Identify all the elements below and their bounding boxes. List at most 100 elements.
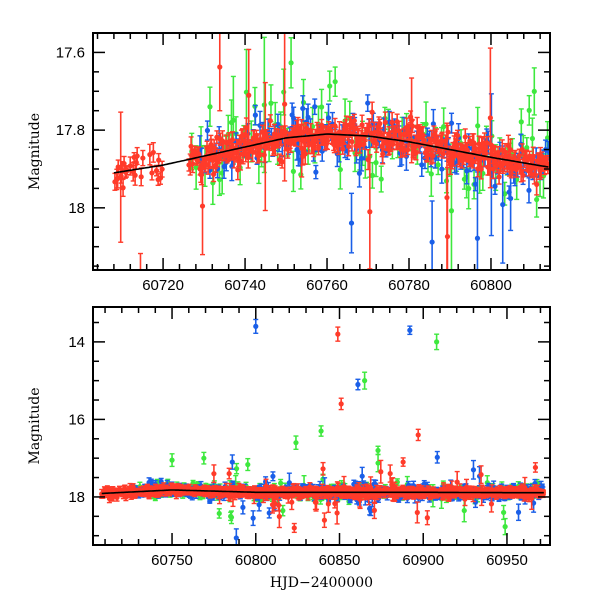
data-point-red: [132, 172, 138, 178]
data-point-green: [466, 185, 472, 192]
data-point-blue: [312, 104, 318, 110]
data-point-blue: [492, 183, 498, 189]
data-point-red: [190, 161, 196, 167]
data-point-green: [288, 60, 294, 66]
data-point-red: [153, 168, 160, 174]
data-point-green: [332, 79, 338, 85]
data-point-red: [159, 166, 165, 172]
data-point-red: [149, 170, 155, 176]
data-point-green: [461, 507, 467, 514]
data-point-blue: [448, 120, 455, 126]
data-point-blue: [356, 170, 363, 176]
x-tick-label: 60740: [224, 277, 266, 294]
data-point-red: [389, 119, 395, 125]
data-point-green: [434, 339, 440, 345]
data-point-blue: [429, 239, 435, 245]
data-point-green: [441, 124, 447, 130]
data-point-red: [534, 181, 540, 188]
data-point-green: [337, 166, 343, 173]
plot-area: [99, 318, 547, 545]
data-point-green: [201, 455, 207, 461]
data-point-red: [134, 153, 140, 159]
data-point-green: [544, 135, 550, 141]
data-point-green: [327, 83, 333, 89]
data-point-green: [169, 457, 175, 463]
data-point-green: [290, 168, 296, 174]
data-point-red: [120, 185, 126, 191]
data-point-red: [253, 132, 260, 138]
data-point-green: [293, 440, 299, 446]
data-point-blue: [365, 100, 371, 106]
data-point-green: [261, 102, 267, 108]
data-point-red: [198, 172, 205, 178]
data-point-red: [530, 153, 536, 160]
data-point-blue: [439, 166, 445, 172]
data-point-blue: [270, 473, 276, 479]
fit-line: [113, 133, 549, 174]
data-point-green: [375, 460, 381, 466]
data-point-red: [246, 92, 252, 98]
data-point-green: [435, 162, 441, 168]
data-point-blue: [313, 169, 319, 175]
data-point-red: [367, 209, 373, 215]
data-point-red: [405, 147, 411, 153]
data-point-green: [378, 176, 384, 182]
data-point-red: [235, 167, 241, 173]
data-point-blue: [148, 479, 154, 485]
data-point-red: [315, 145, 322, 151]
panel-bottom: 60750 60800 60850 60900 60950141618Magnitude…: [27, 306, 551, 591]
data-point-green: [448, 208, 455, 214]
data-point-red: [409, 123, 416, 129]
data-point-red: [243, 151, 249, 157]
data-point-red: [444, 233, 451, 240]
plot-area: [112, 33, 550, 351]
data-point-green: [502, 524, 508, 530]
data-point-green: [534, 196, 540, 203]
data-point-green: [394, 479, 400, 485]
data-point-green: [233, 466, 240, 472]
data-point-blue: [300, 105, 306, 112]
data-point-green: [216, 510, 222, 517]
data-point-red: [237, 158, 244, 164]
x-tick-label: 60780: [388, 277, 430, 294]
data-point-blue: [348, 220, 355, 226]
data-point-blue: [250, 515, 256, 521]
plot-frame: [92, 32, 551, 271]
data-point-red: [217, 64, 223, 70]
data-point-red: [380, 151, 386, 157]
data-point-red: [249, 149, 256, 155]
data-point-green: [531, 88, 537, 95]
data-point-red: [483, 150, 489, 157]
data-point-green: [373, 160, 379, 166]
data-point-red: [487, 115, 493, 121]
data-point-green: [518, 119, 524, 125]
data-point-red: [478, 166, 484, 172]
data-point-red: [395, 141, 401, 148]
data-point-red: [377, 121, 383, 127]
data-point-red: [204, 145, 210, 151]
data-point-red: [140, 155, 146, 161]
y-tick-label: 18: [68, 200, 85, 217]
data-point-red: [507, 147, 514, 153]
data-point-green: [281, 89, 287, 95]
data-point-green: [318, 104, 325, 110]
data-point-green: [526, 107, 532, 113]
data-point-green: [428, 171, 434, 177]
x-tick-label: 60800: [470, 277, 512, 294]
data-point-red: [229, 137, 236, 143]
data-point-red: [340, 146, 346, 152]
data-point-red: [445, 129, 451, 135]
data-point-green: [362, 378, 368, 384]
data-point-red: [430, 153, 436, 159]
data-point-red: [520, 172, 526, 178]
data-point-red: [346, 143, 352, 150]
data-point-red: [454, 132, 461, 138]
data-point-red: [496, 174, 502, 180]
data-point-blue: [508, 195, 514, 202]
data-point-red: [302, 151, 308, 157]
data-point-blue: [295, 149, 301, 155]
data-point-green: [423, 121, 429, 127]
data-point-green: [529, 135, 536, 142]
data-point-green: [411, 346, 416, 351]
data-point-red: [121, 160, 127, 167]
